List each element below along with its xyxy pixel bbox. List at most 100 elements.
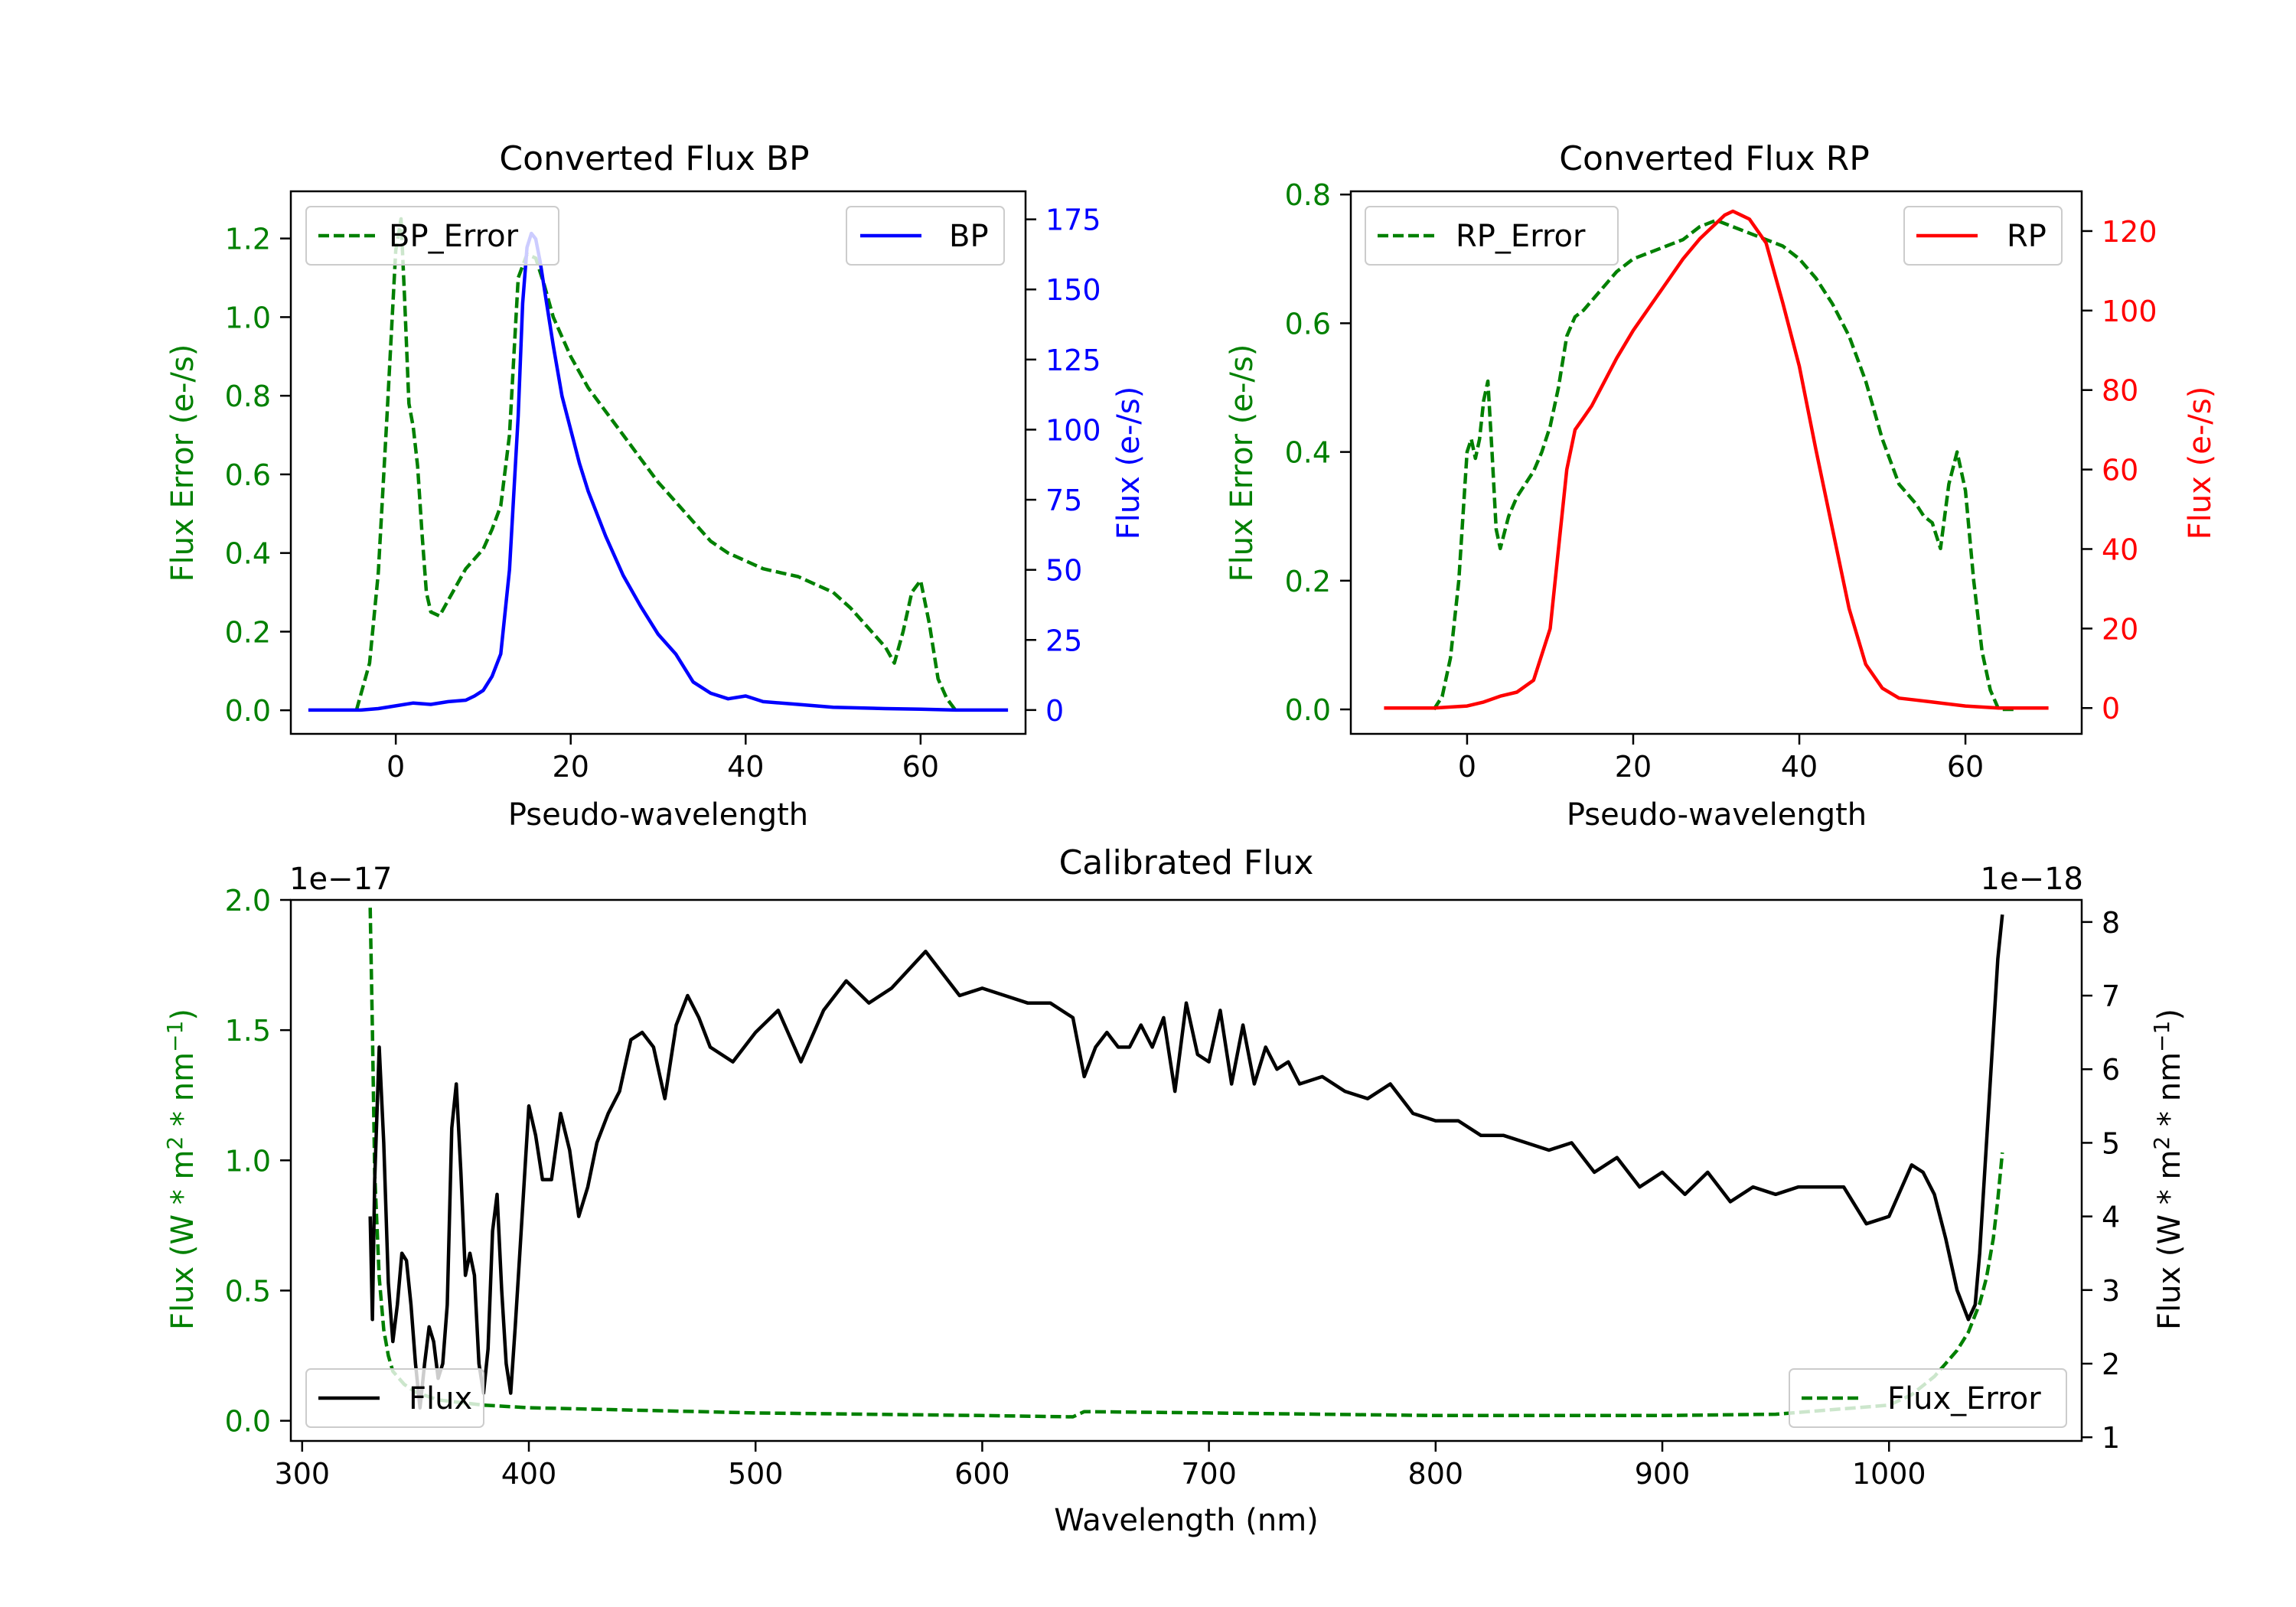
y-tick-label-left: 2.0 [225,884,271,918]
legend-label-flux-error: Flux_Error [1887,1381,2041,1416]
x-tick-label: 300 [275,1457,331,1491]
chart-title: Converted Flux BP [499,139,809,178]
series-line-flux-error [368,908,2004,1419]
chart-title: Calibrated Flux [1059,843,1314,882]
y-tick-label-right: 25 [1045,624,1082,657]
y-tick-label-right: 60 [2102,454,2138,487]
y-tick-label-left: 0.2 [225,615,271,649]
series-line-rp-error [1432,218,2016,712]
y-axis-label-right: Flux (W * m2 * nm−1) [2149,1009,2187,1330]
y-tick-label-left: 0.0 [225,694,271,728]
x-axis-label: Pseudo-wavelength [1567,797,1867,833]
x-tick-label: 800 [1408,1457,1464,1491]
plot-area [1384,209,2049,712]
y-tick-label-right: 0 [1045,694,1064,728]
y-tick-label-right: 80 [2102,374,2138,408]
y-tick-label-right: 8 [2102,906,2120,940]
x-tick-label: 20 [553,750,589,784]
offset-label-left: 1e−17 [289,862,392,897]
legend-left[interactable]: Flux [305,1368,484,1428]
y-tick-label-left: 1.5 [225,1014,271,1048]
axes: 300 400 500 600 700 800 900 1000 0.0 0.5 1.0 1.5 2.0… [225,884,2121,1491]
legend-box [1365,206,1619,266]
x-tick-label: 0 [386,750,405,784]
x-tick-label: 1000 [1852,1457,1926,1491]
y-tick-label-left: 0.0 [1285,693,1331,727]
series-line-bp-error [354,217,957,712]
series-line-bp [308,231,1009,712]
x-tick-label: 60 [902,750,939,784]
y-tick-label-left: 1.0 [225,1144,271,1178]
y-tick-label-right: 50 [1045,554,1082,588]
offset-label-right: 1e−18 [1981,862,2083,897]
legend-box [846,206,1005,266]
y-tick-label-right: 6 [2102,1053,2120,1087]
y-tick-label-right: 75 [1045,484,1082,517]
x-tick-label: 600 [954,1457,1010,1491]
legend-right[interactable]: BP [846,206,1005,266]
legend-box [1903,206,2063,266]
y-tick-label-left: 0.4 [1285,436,1331,470]
x-tick-label: 40 [1781,750,1818,784]
y-axis-label-right: Flux (e-/s) [2183,386,2218,539]
y-axis-label-left: Flux Error (e-/s) [1225,344,1260,582]
x-axis-label: Wavelength (nm) [1054,1503,1319,1538]
y-tick-label-left: 0.2 [1285,565,1331,598]
y-tick-label-right: 7 [2102,980,2120,1013]
y-tick-label-right: 20 [2102,612,2138,646]
y-tick-label-left: 0.0 [225,1405,271,1439]
legend-left[interactable]: RP_Error [1365,206,1619,266]
legend-label-rp: RP [2007,219,2047,254]
legend-label-rp-error: RP_Error [1456,219,1586,254]
panel-converted-flux-bp: Converted Flux BP 0 20 40 60 0.0 0.2 0.4 0.6 0.8… [165,139,1146,833]
axes: 0 20 40 60 0.0 0.2 0.4 0.6 0.8 0 20 40 60 80 100 120 [1285,178,2157,784]
y-tick-label-right: 3 [2102,1274,2120,1308]
panel-calibrated-flux: Calibrated Flux 1e−17 1e−18 300 400 500 600… [162,843,2187,1538]
y-axis-label-right: Flux (e-/s) [1111,386,1146,539]
x-tick-label: 900 [1635,1457,1691,1491]
axes-frame [289,898,2083,1442]
x-tick-label: 700 [1181,1457,1237,1491]
y-tick-label-left: 0.8 [1285,178,1331,212]
y-tick-label-right: 150 [1045,273,1101,307]
series-line-rp [1384,209,2049,710]
legend-right[interactable]: RP [1903,206,2063,266]
legend-box [305,1368,484,1428]
x-tick-label: 20 [1615,750,1652,784]
y-tick-label-left: 1.0 [225,301,271,334]
chart-title: Converted Flux RP [1559,139,1870,178]
legend-left[interactable]: BP_Error [305,206,559,266]
x-tick-label: 0 [1458,750,1476,784]
panel-converted-flux-rp: Converted Flux RP 0 20 40 60 0.0 0.2 0.4 0.6 0.8… [1225,139,2218,833]
y-tick-label-right: 5 [2102,1126,2120,1160]
legend-box [1789,1368,2067,1428]
y-axis-label-left: Flux Error (e-/s) [165,344,201,582]
plot-area [308,217,1009,712]
x-tick-label: 60 [1947,750,1984,784]
y-tick-label-right: 175 [1045,204,1101,237]
y-tick-label-right: 100 [1045,413,1101,447]
x-axis-label: Pseudo-wavelength [508,797,808,833]
x-tick-label: 500 [728,1457,784,1491]
y-tick-label-left: 1.2 [225,223,271,256]
y-tick-label-left: 0.6 [1285,307,1331,341]
y-tick-label-right: 100 [2102,295,2157,328]
y-tick-label-right: 125 [1045,344,1101,377]
axes-frame [289,190,1027,735]
y-tick-label-left: 0.8 [225,380,271,413]
legend-label-bp-error: BP_Error [389,219,519,254]
y-tick-label-right: 0 [2102,692,2120,725]
plot-area [368,908,2004,1419]
series-line-flux [368,914,2004,1410]
y-tick-label-left: 0.6 [225,458,271,492]
y-tick-label-left: 0.5 [225,1274,271,1308]
y-axis-label-left: Flux (W * m2 * nm−1) [162,1009,201,1330]
y-tick-label-right: 4 [2102,1201,2120,1234]
legend-label-bp: BP [949,219,989,254]
x-tick-label: 400 [501,1457,557,1491]
y-tick-label-right: 1 [2102,1421,2120,1455]
legend-box [305,206,559,266]
legend-label-flux: Flux [409,1381,472,1416]
legend-right[interactable]: Flux_Error [1789,1368,2067,1428]
